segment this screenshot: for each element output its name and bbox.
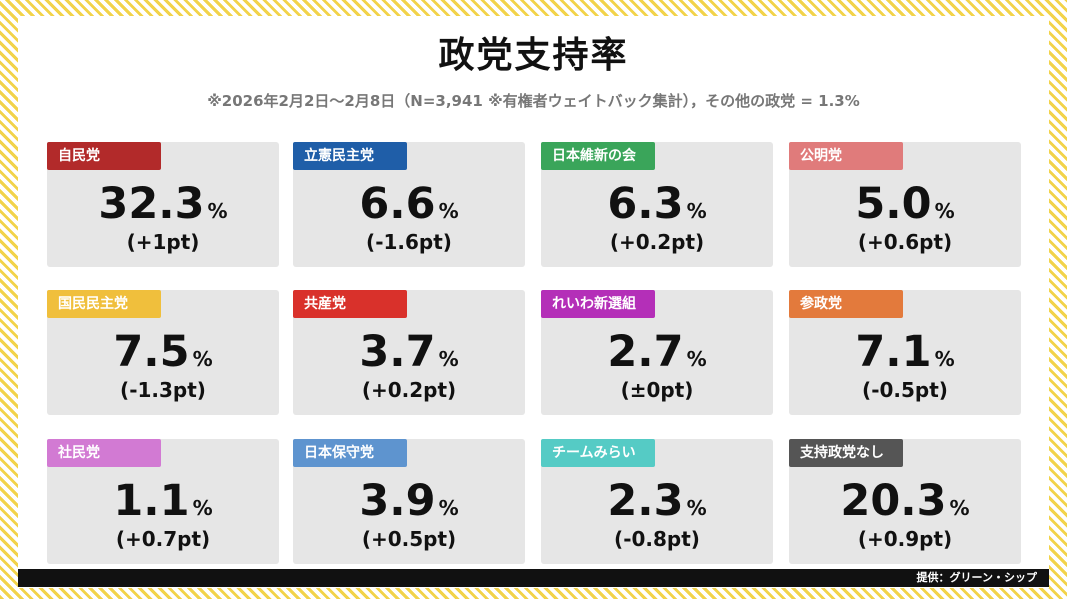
percent-unit: % bbox=[934, 199, 955, 223]
party-name-label: 立憲民主党 bbox=[293, 142, 407, 170]
change-value: (+0.2pt) bbox=[361, 378, 457, 402]
percent-unit: % bbox=[192, 496, 213, 520]
party-name-label: れいわ新選組 bbox=[541, 290, 655, 318]
change-value: (-0.5pt) bbox=[862, 378, 948, 402]
change-value: (+0.9pt) bbox=[857, 527, 953, 551]
support-rate-value: 6.3 bbox=[607, 179, 684, 229]
support-rate-value: 1.1 bbox=[113, 476, 190, 526]
change-value: (-1.6pt) bbox=[366, 230, 452, 254]
change-value: (+0.7pt) bbox=[115, 527, 211, 551]
percent-unit: % bbox=[686, 496, 707, 520]
party-name-label: 自民党 bbox=[47, 142, 161, 170]
party-card: 自民党 32.3% (+1pt) bbox=[47, 142, 279, 267]
support-rate-value: 7.5 bbox=[113, 327, 190, 377]
survey-subtitle: ※2026年2月2日〜2月8日（N=3,941 ※有権者ウェイトバック集計），そ… bbox=[207, 92, 860, 110]
change-value: (-0.8pt) bbox=[614, 527, 700, 551]
party-card: 立憲民主党 6.6% (-1.6pt) bbox=[293, 142, 525, 267]
content-panel: 政党支持率 ※2026年2月2日〜2月8日（N=3,941 ※有権者ウェイトバッ… bbox=[18, 16, 1049, 588]
change-value: (±0pt) bbox=[620, 378, 694, 402]
percent-unit: % bbox=[686, 199, 707, 223]
support-value-line: 32.3% bbox=[47, 180, 279, 237]
party-card: 支持政党なし 20.3% (+0.9pt) bbox=[789, 439, 1021, 564]
party-card: 公明党 5.0% (+0.6pt) bbox=[789, 142, 1021, 267]
party-name-label: 公明党 bbox=[789, 142, 903, 170]
party-name-label: 支持政党なし bbox=[789, 439, 903, 467]
party-card-grid: 自民党 32.3% (+1pt) 立憲民主党 6.6% (-1.6pt) 日本維新の会 6.3… bbox=[18, 16, 1049, 588]
party-card: れいわ新選組 2.7% (±0pt) bbox=[541, 290, 773, 415]
support-rate-value: 32.3 bbox=[98, 179, 205, 229]
page-title: 政党支持率 bbox=[438, 35, 629, 76]
support-value-line: 20.3% bbox=[789, 477, 1021, 534]
party-card: 国民民主党 7.5% (-1.3pt) bbox=[47, 290, 279, 415]
percent-unit: % bbox=[949, 496, 970, 520]
change-value: (-1.3pt) bbox=[120, 378, 206, 402]
support-rate-value: 7.1 bbox=[855, 327, 932, 377]
credit-text: 提供：グリーン・シップ bbox=[916, 571, 1037, 584]
support-value-line: 7.5% bbox=[47, 328, 279, 385]
support-value-line: 7.1% bbox=[789, 328, 1021, 385]
party-name-label: 国民民主党 bbox=[47, 290, 161, 318]
percent-unit: % bbox=[438, 496, 459, 520]
party-card: 共産党 3.7% (+0.2pt) bbox=[293, 290, 525, 415]
support-value-line: 3.7% bbox=[293, 328, 525, 385]
support-rate-value: 3.9 bbox=[359, 476, 436, 526]
party-name-label: 共産党 bbox=[293, 290, 407, 318]
change-value: (+0.2pt) bbox=[609, 230, 705, 254]
party-name-label: 日本維新の会 bbox=[541, 142, 655, 170]
support-rate-value: 6.6 bbox=[359, 179, 436, 229]
party-name-label: 社民党 bbox=[47, 439, 161, 467]
support-rate-value: 2.7 bbox=[607, 327, 684, 377]
footer-bar: 提供：グリーン・シップ bbox=[18, 569, 1049, 587]
change-value: (+0.6pt) bbox=[857, 230, 953, 254]
change-value: (+1pt) bbox=[126, 230, 200, 254]
support-value-line: 1.1% bbox=[47, 477, 279, 534]
support-value-line: 5.0% bbox=[789, 180, 1021, 237]
party-card: 日本維新の会 6.3% (+0.2pt) bbox=[541, 142, 773, 267]
support-value-line: 6.3% bbox=[541, 180, 773, 237]
support-value-line: 2.7% bbox=[541, 328, 773, 385]
party-name-label: チームみらい bbox=[541, 439, 655, 467]
support-rate-value: 3.7 bbox=[359, 327, 436, 377]
party-card: 参政党 7.1% (-0.5pt) bbox=[789, 290, 1021, 415]
party-card: 社民党 1.1% (+0.7pt) bbox=[47, 439, 279, 564]
support-rate-value: 2.3 bbox=[607, 476, 684, 526]
party-card: 日本保守党 3.9% (+0.5pt) bbox=[293, 439, 525, 564]
party-card: チームみらい 2.3% (-0.8pt) bbox=[541, 439, 773, 564]
percent-unit: % bbox=[192, 347, 213, 371]
party-name-label: 日本保守党 bbox=[293, 439, 407, 467]
support-rate-value: 5.0 bbox=[855, 179, 932, 229]
party-name-label: 参政党 bbox=[789, 290, 903, 318]
percent-unit: % bbox=[686, 347, 707, 371]
support-value-line: 6.6% bbox=[293, 180, 525, 237]
percent-unit: % bbox=[207, 199, 228, 223]
percent-unit: % bbox=[438, 199, 459, 223]
percent-unit: % bbox=[438, 347, 459, 371]
change-value: (+0.5pt) bbox=[361, 527, 457, 551]
percent-unit: % bbox=[934, 347, 955, 371]
support-value-line: 3.9% bbox=[293, 477, 525, 534]
support-value-line: 2.3% bbox=[541, 477, 773, 534]
support-rate-value: 20.3 bbox=[840, 476, 947, 526]
